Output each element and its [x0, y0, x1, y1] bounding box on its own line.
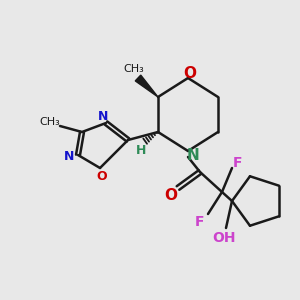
Text: N: N	[64, 151, 74, 164]
Text: CH₃: CH₃	[40, 117, 60, 127]
Text: F: F	[233, 156, 243, 170]
Text: CH₃: CH₃	[124, 64, 144, 74]
Text: H: H	[136, 143, 146, 157]
Text: N: N	[98, 110, 108, 122]
Text: F: F	[195, 215, 205, 229]
Text: O: O	[164, 188, 178, 202]
Text: OH: OH	[212, 231, 236, 245]
Text: O: O	[184, 65, 196, 80]
Text: O: O	[97, 170, 107, 184]
Text: N: N	[187, 148, 200, 163]
Polygon shape	[135, 75, 158, 97]
